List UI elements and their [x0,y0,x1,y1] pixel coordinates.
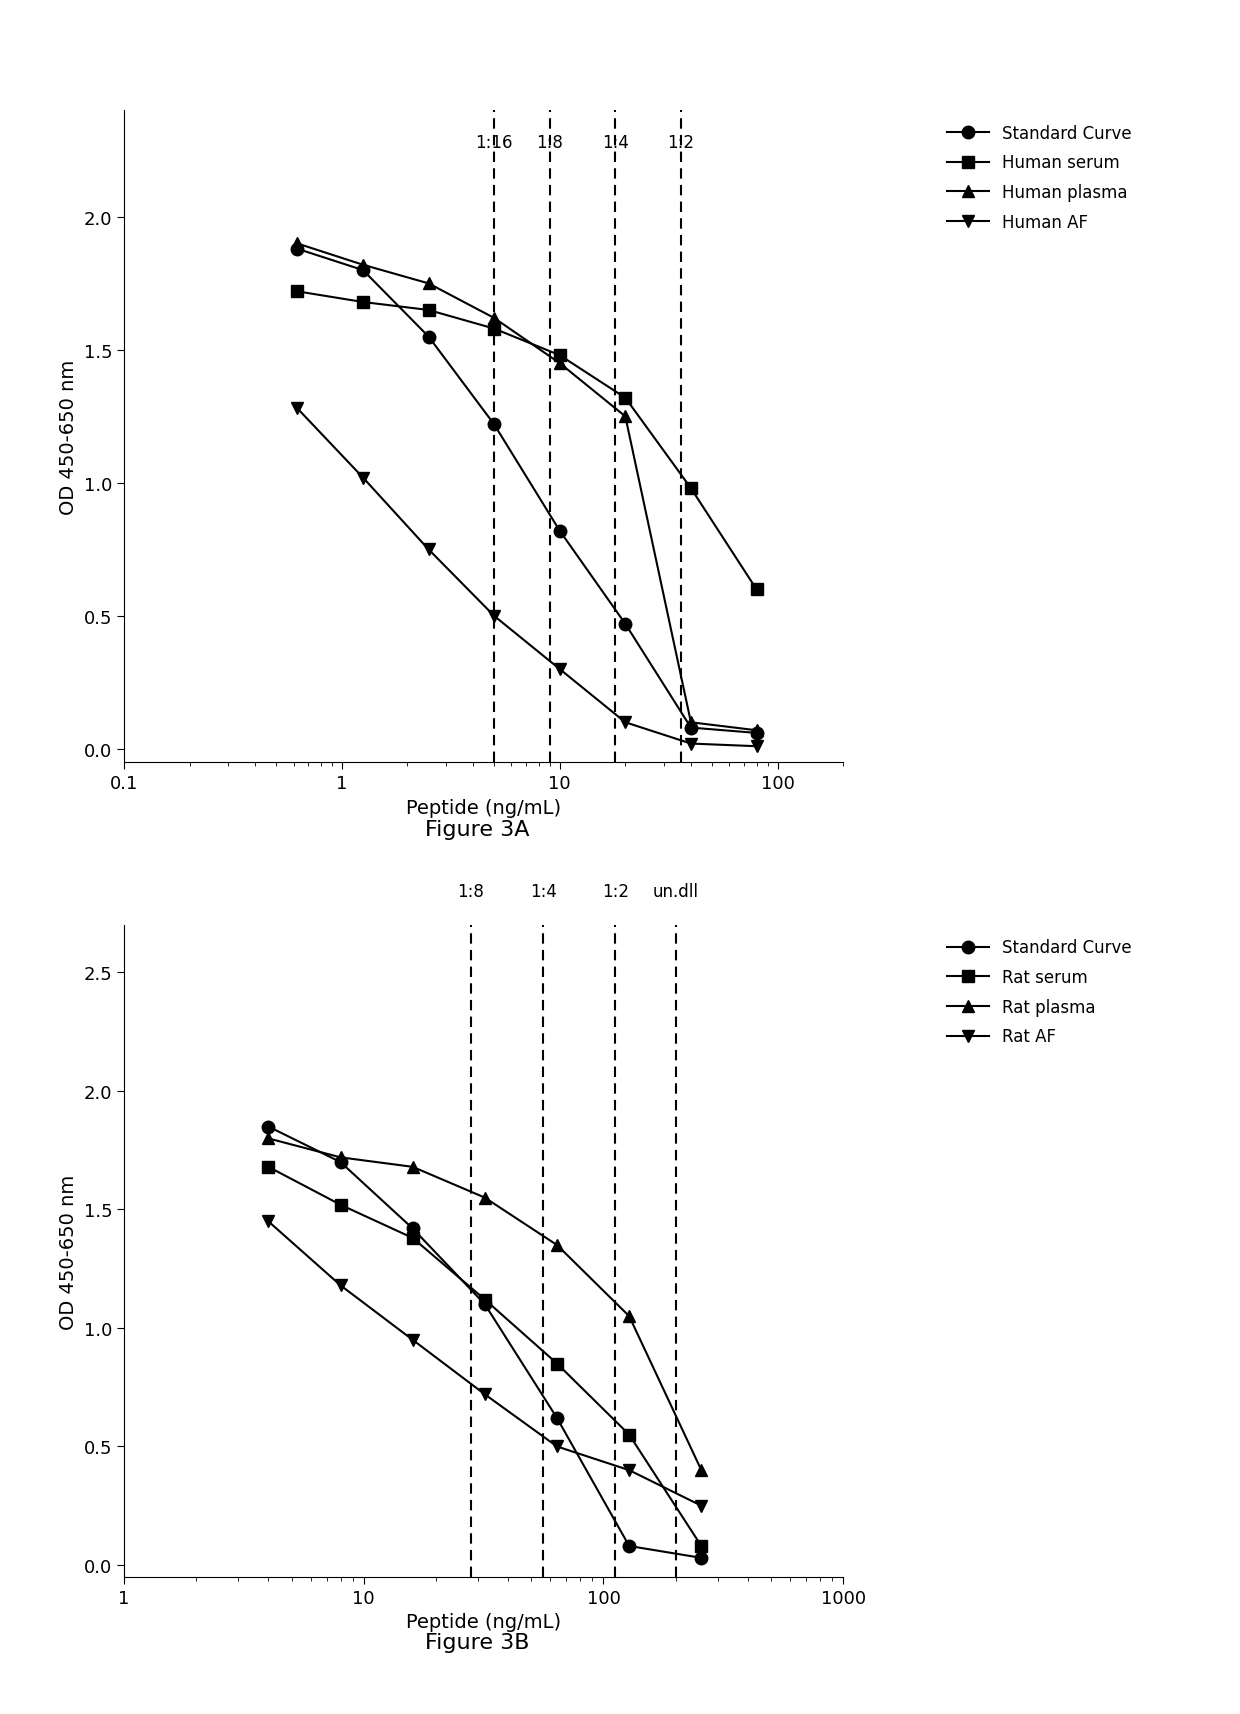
Standard Curve [552,521,567,542]
Human AF [290,399,305,420]
Text: 1:16: 1:16 [475,134,513,153]
Rat AF [694,1496,709,1517]
Line: Rat plasma: Rat plasma [262,1133,708,1476]
Human plasma [290,235,305,255]
Standard Curve [260,1116,275,1136]
Rat serum [260,1157,275,1178]
Human AF [422,540,436,560]
X-axis label: Peptide (ng/mL): Peptide (ng/mL) [405,1613,562,1632]
Text: un.dll: un.dll [652,883,698,900]
Text: 1:8: 1:8 [537,134,563,153]
Standard Curve [422,327,436,348]
Standard Curve [477,1294,492,1315]
Human serum [487,319,502,339]
Text: 1:2: 1:2 [667,134,694,153]
Rat serum [694,1536,709,1556]
Rat plasma [694,1460,709,1481]
Standard Curve [549,1407,564,1428]
Human AF [683,734,698,754]
Text: 1:2: 1:2 [601,883,629,900]
Text: Figure 3B: Figure 3B [425,1632,529,1652]
Standard Curve [356,261,371,281]
Human serum [618,389,632,410]
Text: Figure 3A: Figure 3A [425,819,529,840]
Human serum [290,281,305,302]
Rat AF [549,1436,564,1457]
Human plasma [683,713,698,734]
Human plasma [356,255,371,276]
Rat serum [477,1289,492,1309]
Legend: Standard Curve, Rat serum, Rat plasma, Rat AF: Standard Curve, Rat serum, Rat plasma, R… [942,934,1137,1051]
Line: Human AF: Human AF [291,403,763,752]
Line: Standard Curve: Standard Curve [262,1121,708,1565]
Rat serum [334,1195,348,1215]
Rat plasma [549,1236,564,1256]
Human AF [552,660,567,680]
Line: Human plasma: Human plasma [291,238,763,737]
Rat AF [477,1385,492,1405]
Human serum [422,300,436,321]
Rat serum [621,1424,636,1445]
Rat serum [549,1354,564,1375]
Human plasma [749,720,764,740]
Standard Curve [618,614,632,634]
Rat serum [405,1227,420,1248]
Rat AF [405,1330,420,1351]
Human serum [552,346,567,367]
Line: Rat AF: Rat AF [262,1215,708,1512]
Rat plasma [477,1188,492,1208]
Line: Standard Curve: Standard Curve [291,243,763,740]
Standard Curve [683,718,698,739]
Rat plasma [334,1147,348,1167]
Standard Curve [334,1152,348,1172]
Standard Curve [749,723,764,744]
Human AF [487,607,502,627]
Rat plasma [405,1157,420,1178]
Rat plasma [621,1306,636,1327]
Human serum [683,478,698,499]
Rat AF [260,1212,275,1232]
Standard Curve [621,1536,636,1556]
Human plasma [487,309,502,329]
Human plasma [422,274,436,295]
Text: 1:4: 1:4 [529,883,557,900]
Standard Curve [290,240,305,261]
Y-axis label: OD 450-650 nm: OD 450-650 nm [60,360,78,514]
X-axis label: Peptide (ng/mL): Peptide (ng/mL) [405,799,562,818]
Standard Curve [694,1548,709,1568]
Line: Human serum: Human serum [291,286,763,596]
Rat AF [334,1275,348,1296]
Standard Curve [487,415,502,435]
Human AF [618,713,632,734]
Human serum [749,579,764,600]
Human plasma [618,406,632,427]
Rat AF [621,1460,636,1481]
Human plasma [552,353,567,374]
Line: Rat serum: Rat serum [262,1160,708,1553]
Human AF [356,468,371,488]
Y-axis label: OD 450-650 nm: OD 450-650 nm [58,1174,78,1328]
Text: 1:8: 1:8 [458,883,485,900]
Legend: Standard Curve, Human serum, Human plasma, Human AF: Standard Curve, Human serum, Human plasm… [942,120,1137,237]
Rat plasma [260,1128,275,1148]
Text: 1:4: 1:4 [601,134,629,153]
Standard Curve [405,1219,420,1239]
Human AF [749,737,764,758]
Human serum [356,293,371,314]
